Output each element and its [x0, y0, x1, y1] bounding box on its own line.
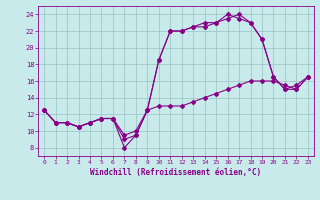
X-axis label: Windchill (Refroidissement éolien,°C): Windchill (Refroidissement éolien,°C): [91, 168, 261, 177]
